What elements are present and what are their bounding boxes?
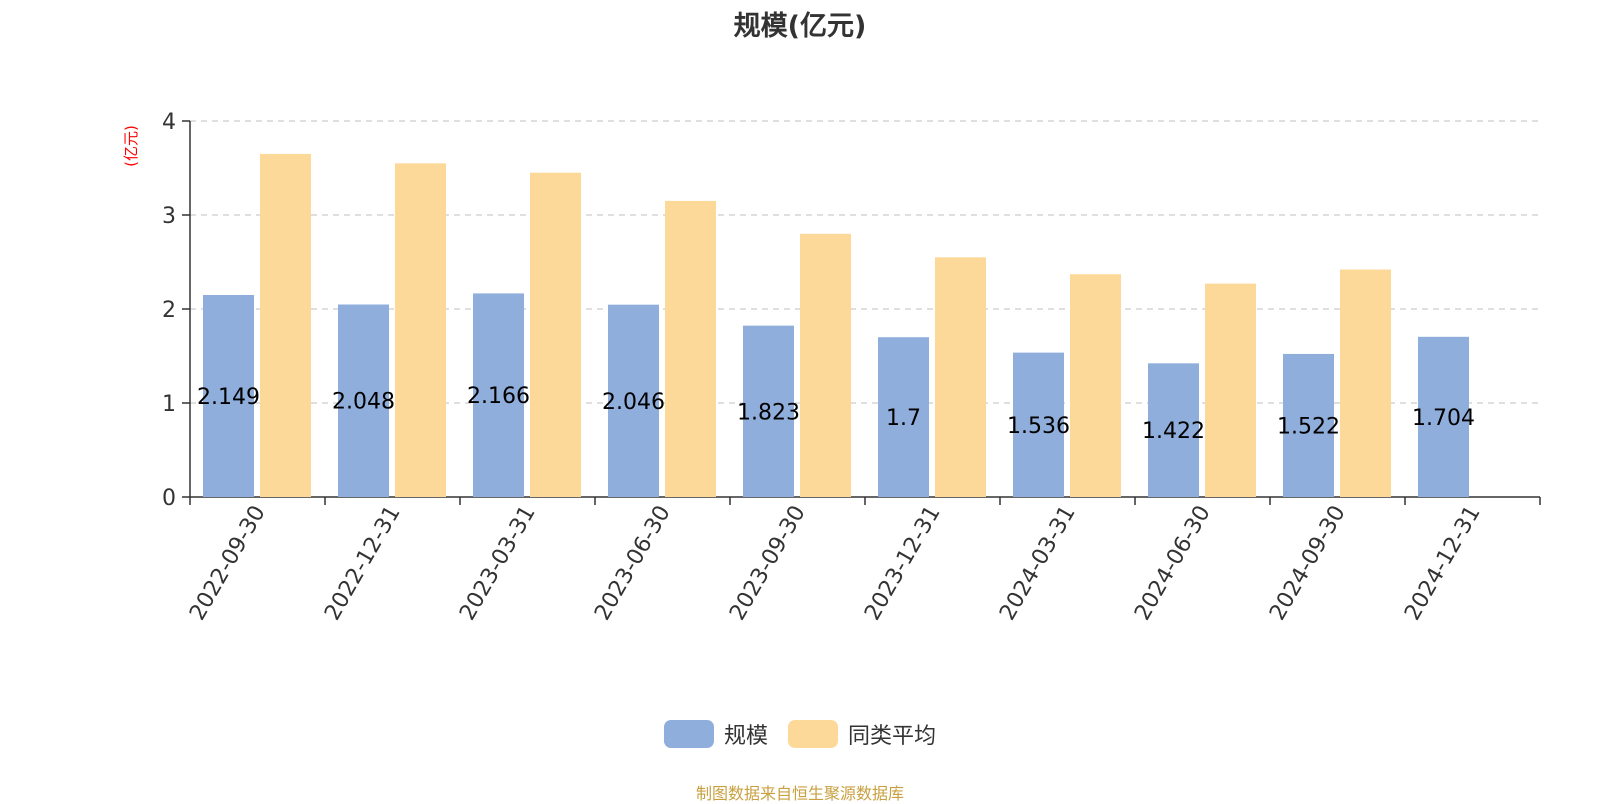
bar-value-label: 2.166 — [467, 384, 530, 409]
x-tick-label: 2024-06-30 — [1130, 502, 1216, 625]
data-source-note: 制图数据来自恒生聚源数据库 — [695, 784, 904, 803]
legend-item-peer-average[interactable]: 同类平均 — [788, 718, 936, 750]
bar-peer-average — [395, 163, 446, 498]
bar-value-label: 1.704 — [1412, 406, 1475, 431]
bar-value-label: 2.048 — [332, 390, 395, 415]
legend-label-scale: 规模 — [723, 724, 768, 749]
bar-value-label: 1.823 — [737, 400, 800, 425]
bar-value-label: 2.046 — [602, 390, 665, 415]
bar-scale — [878, 337, 929, 497]
x-tick-label: 2023-12-31 — [860, 502, 946, 625]
bar-scale — [338, 304, 389, 497]
x-tick-label: 2024-03-31 — [995, 502, 1081, 625]
x-tick-label: 2022-12-31 — [320, 502, 406, 625]
x-tick-label: 2023-03-31 — [455, 502, 541, 625]
x-tick-label: 2023-09-30 — [725, 502, 811, 625]
y-tick-label: 4 — [162, 110, 176, 135]
bar-scale — [743, 325, 794, 497]
x-tick-label: 2024-09-30 — [1265, 502, 1351, 625]
bar-scale — [473, 293, 524, 497]
bar-value-label: 2.149 — [197, 385, 260, 410]
y-tick-label: 2 — [162, 298, 176, 323]
chart-title: 规模(亿元) — [733, 11, 867, 42]
bar-value-label: 1.522 — [1277, 414, 1340, 439]
y-tick-label: 3 — [162, 204, 176, 229]
y-axis-label: (亿元) — [122, 125, 140, 167]
legend-label-peer-average: 同类平均 — [848, 724, 937, 749]
y-tick-label: 0 — [162, 486, 176, 511]
bar-peer-average — [530, 172, 581, 497]
y-tick-label: 1 — [162, 392, 176, 417]
bar-peer-average — [1205, 283, 1256, 497]
bar-value-label: 1.536 — [1007, 414, 1070, 439]
bar-peer-average — [1070, 274, 1121, 497]
legend-item-scale[interactable]: 规模 — [663, 718, 768, 750]
bar-scale — [1283, 353, 1334, 497]
legend-swatch-scale — [663, 720, 714, 748]
legend-swatch-peer-average — [788, 720, 838, 748]
bar-peer-average — [1340, 269, 1391, 497]
bar-peer-average — [935, 257, 986, 497]
bar-peer-average — [260, 153, 311, 497]
bar-scale — [1148, 363, 1199, 497]
x-tick-label: 2023-06-30 — [590, 502, 676, 625]
x-tick-label: 2022-09-30 — [185, 502, 271, 625]
bar-value-label: 1.422 — [1142, 419, 1205, 444]
bar-scale — [203, 294, 254, 497]
bar-scale — [608, 304, 659, 497]
x-tick-label: 2024-12-31 — [1400, 502, 1486, 625]
bar-peer-average — [665, 200, 716, 497]
bar-peer-average — [800, 233, 851, 498]
bar-value-label: 1.7 — [886, 406, 921, 431]
bar-scale — [1418, 336, 1469, 497]
bar-scale — [1013, 352, 1064, 497]
legend: 规模 同类平均 — [0, 718, 1600, 750]
